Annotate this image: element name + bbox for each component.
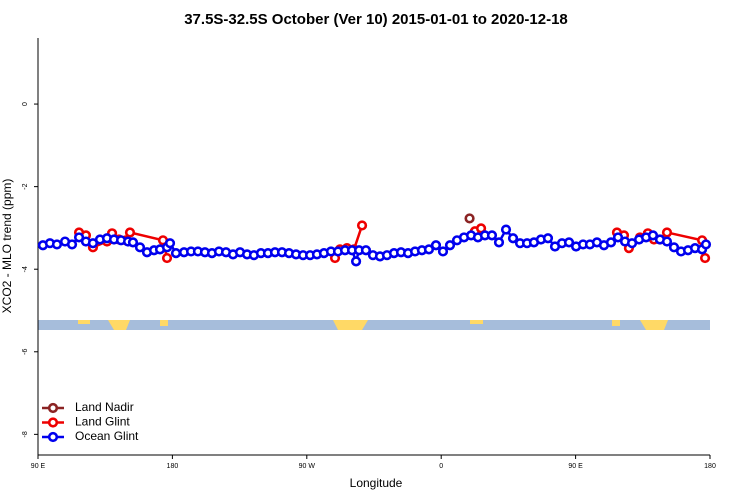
data-point — [605, 237, 617, 248]
data-point — [661, 227, 673, 238]
y-tick-label: -4 — [22, 266, 29, 272]
data-point — [647, 230, 659, 241]
data-point — [612, 232, 624, 243]
data-point — [164, 238, 176, 249]
data-point — [356, 220, 368, 231]
legend-label: Land Nadir — [75, 400, 134, 414]
x-tick-label: 90 E — [31, 463, 46, 470]
y-tick-label: -2 — [22, 183, 29, 189]
legend-label: Ocean Glint — [75, 429, 139, 443]
x-tick-label: 90 W — [299, 463, 316, 470]
data-point — [73, 232, 85, 243]
y-tick-label: -8 — [22, 431, 29, 437]
y-axis-label: XCO2 - MLO trend (ppm) — [0, 179, 14, 314]
data-point — [170, 248, 182, 259]
data-point — [464, 213, 475, 224]
map-strip — [38, 320, 710, 330]
data-point — [486, 230, 498, 241]
data-point — [668, 242, 680, 253]
data-point — [124, 227, 136, 238]
data-point — [542, 233, 554, 244]
legend-marker — [47, 431, 59, 443]
data-point — [51, 239, 63, 250]
x-tick-label: 180 — [167, 463, 179, 470]
data-point — [444, 240, 456, 251]
data-point — [563, 237, 575, 248]
data-point — [661, 236, 673, 247]
data-point — [360, 245, 372, 256]
chart-title: 37.5S-32.5S October (Ver 10) 2015-01-01 … — [184, 11, 568, 28]
data-point — [423, 244, 435, 255]
x-tick-label: 180 — [704, 463, 716, 470]
data-point — [500, 224, 512, 235]
data-point — [700, 239, 712, 250]
legend-label: Land Glint — [75, 415, 130, 429]
data-point — [699, 252, 711, 264]
data-point — [127, 237, 139, 248]
data-point — [350, 256, 362, 267]
data-point — [161, 252, 173, 264]
data-point — [66, 239, 78, 250]
y-tick-label: -6 — [22, 349, 29, 355]
data-point — [437, 246, 449, 257]
y-tick-label: 0 — [22, 102, 29, 106]
x-tick-label: 0 — [439, 463, 443, 470]
legend-marker — [47, 402, 59, 414]
data-point — [507, 233, 519, 244]
x-axis-label: Longitude — [350, 476, 403, 490]
data-point — [493, 237, 505, 248]
data-point — [134, 242, 146, 253]
data-point — [430, 240, 442, 251]
x-tick-label: 90 E — [568, 463, 583, 470]
legend-marker — [47, 417, 59, 428]
